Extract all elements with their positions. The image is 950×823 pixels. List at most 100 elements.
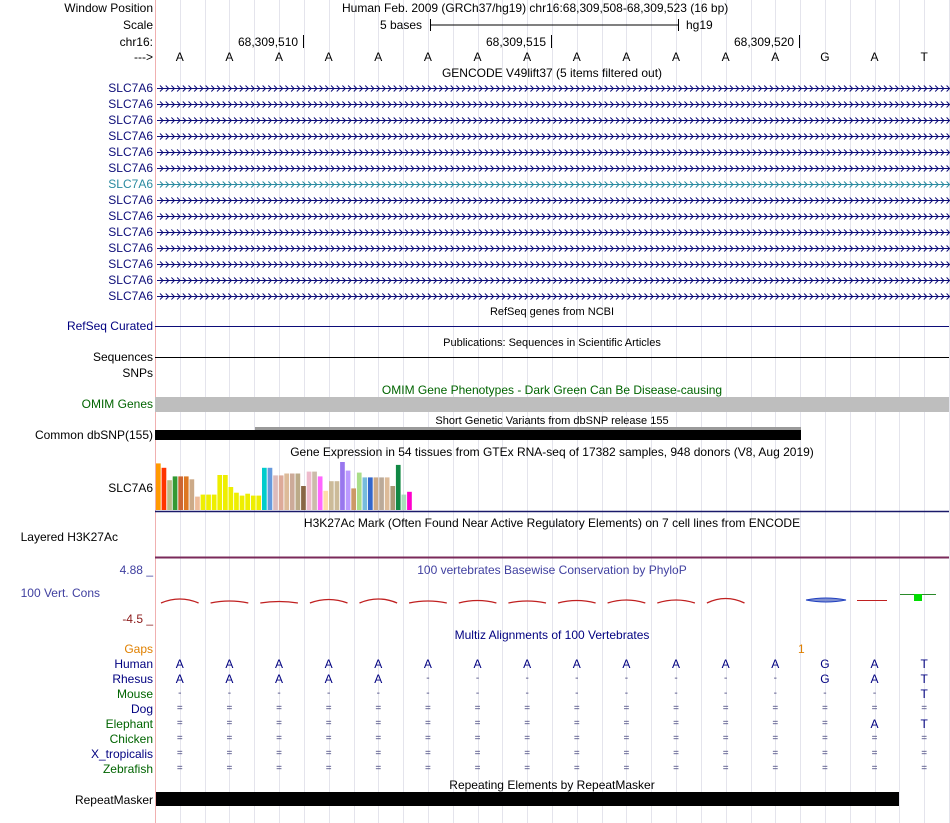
gtex-tissue-bar[interactable] xyxy=(312,471,317,510)
gtex-tissue-bar[interactable] xyxy=(340,462,345,510)
cons-score-mark[interactable] xyxy=(557,599,596,604)
species-label[interactable]: Dog xyxy=(130,702,153,716)
gene-label[interactable]: SLC7A6 xyxy=(108,225,153,239)
gtex-tissue-bar[interactable] xyxy=(329,481,334,510)
gene-label[interactable]: SLC7A6 xyxy=(108,177,153,191)
omim-band[interactable] xyxy=(155,397,949,412)
gtex-tissue-bar[interactable] xyxy=(250,495,256,510)
gene-label[interactable]: SLC7A6 xyxy=(108,81,153,95)
gtex-tissue-bar[interactable] xyxy=(183,476,189,510)
gtex-tissue-bar[interactable] xyxy=(401,494,407,510)
gtex-tissue-bar[interactable] xyxy=(256,495,262,510)
cons-score-mark[interactable] xyxy=(359,598,398,604)
cons-score-mark[interactable] xyxy=(210,600,249,604)
species-label[interactable]: Human xyxy=(114,657,153,671)
h3k27ac-track-title[interactable]: H3K27Ac Mark (Often Found Near Active Re… xyxy=(303,516,801,530)
species-label[interactable]: X_tropicalis xyxy=(90,747,153,761)
cons-score-mark[interactable] xyxy=(607,599,646,604)
snps-label[interactable]: SNPs xyxy=(122,366,153,380)
cons-score-mark[interactable] xyxy=(458,599,497,604)
dbsnp-track-title[interactable]: Short Genetic Variants from dbSNP releas… xyxy=(435,415,669,427)
gtex-tissue-bar[interactable] xyxy=(390,486,396,510)
gene-label[interactable]: SLC7A6 xyxy=(108,97,153,111)
species-label[interactable]: Elephant xyxy=(105,717,153,731)
cons-score-mark[interactable] xyxy=(508,600,547,604)
gtex-tissue-bar[interactable] xyxy=(245,493,250,510)
gtex-tissue-bar[interactable] xyxy=(368,477,373,510)
gene-label[interactable]: SLC7A6 xyxy=(108,209,153,223)
dbsnp-variant-bar[interactable] xyxy=(155,430,801,440)
omim-label[interactable]: OMIM Genes xyxy=(81,397,153,411)
gencode-track-title[interactable]: GENCODE V49lift37 (5 items filtered out) xyxy=(441,66,663,80)
gtex-tissue-bar[interactable] xyxy=(373,477,379,510)
gene-label[interactable]: SLC7A6 xyxy=(108,145,153,159)
cons-label[interactable]: 100 Vert. Cons xyxy=(20,586,100,600)
cons-track-title[interactable]: 100 vertebrates Basewise Conservation by… xyxy=(417,563,687,577)
repeatmasker-label[interactable]: RepeatMasker xyxy=(74,793,153,807)
cons-score-mark[interactable] xyxy=(657,599,696,604)
repeatmasker-track-title[interactable]: Repeating Elements by RepeatMasker xyxy=(449,778,655,792)
gtex-tissue-bar[interactable] xyxy=(356,472,362,510)
gtex-tissue-bar[interactable] xyxy=(234,492,239,510)
refseq-track-title[interactable]: RefSeq genes from NCBI xyxy=(489,306,615,318)
gtex-tissue-bar[interactable] xyxy=(317,476,323,510)
dbsnp-label[interactable]: Common dbSNP(155) xyxy=(34,428,153,442)
gene-label[interactable]: SLC7A6 xyxy=(108,273,153,287)
gtex-track-title[interactable]: Gene Expression in 54 tissues from GTEx … xyxy=(290,445,814,459)
cons-score-mark[interactable] xyxy=(309,598,348,604)
gtex-tissue-bar[interactable] xyxy=(211,494,217,510)
gtex-tissue-bar[interactable] xyxy=(284,473,289,511)
cons-score-mark[interactable] xyxy=(805,597,847,603)
gtex-tissue-bar[interactable] xyxy=(384,477,390,510)
gene-label[interactable]: SLC7A6 xyxy=(108,257,153,271)
gtex-tissue-bar[interactable] xyxy=(167,480,172,510)
gtex-tissue-bar[interactable] xyxy=(223,475,228,510)
gene-label[interactable]: SLC7A6 xyxy=(108,289,153,303)
cons-score-mark[interactable] xyxy=(914,594,922,601)
cons-score-mark[interactable] xyxy=(408,600,447,604)
refseq-label[interactable]: RefSeq Curated xyxy=(66,319,153,333)
pubs-label[interactable]: Sequences xyxy=(92,350,153,364)
gtex-tissue-bar[interactable] xyxy=(200,494,206,510)
gtex-tissue-bar[interactable] xyxy=(156,463,161,510)
cons-score-mark[interactable] xyxy=(706,597,745,604)
gtex-tissue-bar[interactable] xyxy=(262,467,267,510)
gtex-tissue-bar[interactable] xyxy=(323,490,329,510)
gtex-tissue-bar[interactable] xyxy=(289,473,295,511)
multiz-track-title[interactable]: Multiz Alignments of 100 Vertebrates xyxy=(454,628,650,642)
gtex-tissue-bar[interactable] xyxy=(273,475,278,510)
h3k27ac-label[interactable]: Layered H3K27Ac xyxy=(20,530,118,544)
repeatmasker-block[interactable] xyxy=(156,792,899,806)
gtex-tissue-bar[interactable] xyxy=(172,476,178,510)
gtex-tissue-bar[interactable] xyxy=(228,487,234,510)
omim-track-title[interactable]: OMIM Gene Phenotypes - Dark Green Can Be… xyxy=(381,383,723,397)
cons-score-mark[interactable] xyxy=(260,600,299,604)
cons-score-mark[interactable] xyxy=(160,598,199,604)
gtex-tissue-bar[interactable] xyxy=(195,496,200,510)
gtex-tissue-bar[interactable] xyxy=(278,475,284,510)
gene-label[interactable]: SLC7A6 xyxy=(108,161,153,175)
gtex-tissue-bar[interactable] xyxy=(267,467,273,510)
gtex-tissue-bar[interactable] xyxy=(351,488,356,510)
species-label[interactable]: Zebrafish xyxy=(102,762,153,776)
gtex-tissue-bar[interactable] xyxy=(345,470,351,510)
gene-label[interactable]: SLC7A6 xyxy=(108,129,153,143)
pubs-track-title[interactable]: Publications: Sequences in Scientific Ar… xyxy=(443,337,661,349)
gtex-tissue-bar[interactable] xyxy=(379,477,384,510)
species-label[interactable]: Mouse xyxy=(116,687,153,701)
gtex-tissue-bar[interactable] xyxy=(306,471,312,510)
species-label[interactable]: Chicken xyxy=(109,732,153,746)
gtex-label[interactable]: SLC7A6 xyxy=(108,481,153,495)
gtex-tissue-bar[interactable] xyxy=(362,477,368,510)
gtex-tissue-bar[interactable] xyxy=(395,464,401,510)
gene-label[interactable]: SLC7A6 xyxy=(108,193,153,207)
gtex-tissue-bar[interactable] xyxy=(334,481,340,510)
gtex-tissue-bar[interactable] xyxy=(189,479,195,510)
gtex-tissue-bar[interactable] xyxy=(217,475,223,510)
gene-label[interactable]: SLC7A6 xyxy=(108,241,153,255)
gtex-tissue-bar[interactable] xyxy=(161,467,167,510)
gtex-tissue-bar[interactable] xyxy=(301,486,306,510)
gtex-tissue-bar[interactable] xyxy=(407,491,412,510)
gtex-tissue-bar[interactable] xyxy=(239,495,245,510)
